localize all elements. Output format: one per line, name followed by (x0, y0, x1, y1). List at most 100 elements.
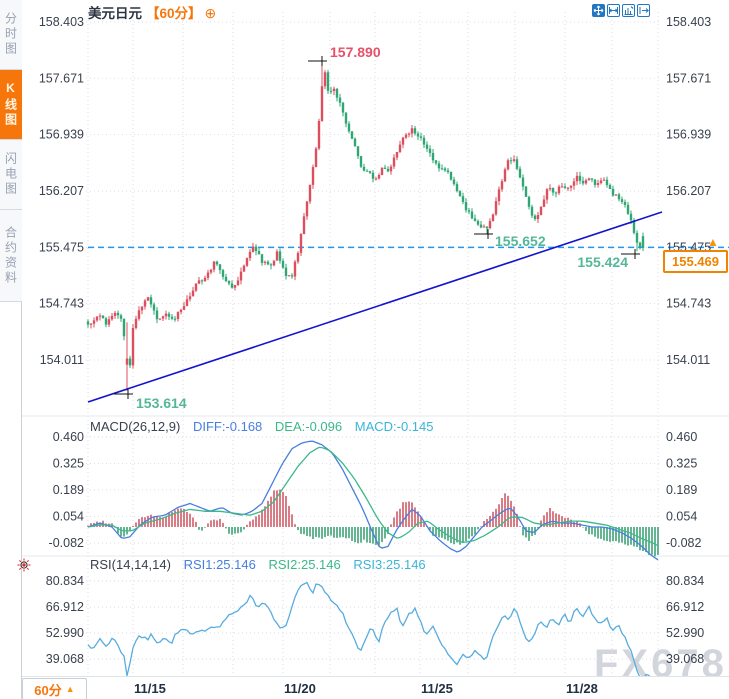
candle-body (482, 226, 486, 228)
macd-histogram-bar (243, 526, 245, 530)
candle-body (137, 310, 141, 319)
vertical-scale-icon[interactable] (622, 4, 635, 17)
candle-body (509, 160, 513, 162)
macd-histogram-bar (639, 526, 641, 551)
macd-histogram-bar (465, 526, 467, 542)
sidebar-tab-time-chart[interactable]: 分时图 (0, 0, 22, 70)
candle-body (287, 275, 291, 277)
period-selector[interactable]: 60分 ▲ (22, 678, 87, 699)
macd-histogram-bar (444, 526, 446, 540)
macd-histogram-bar (642, 526, 644, 552)
y-axis-tick-label: 157.671 (39, 71, 84, 85)
macd-histogram-bar (159, 517, 161, 527)
sidebar-tab-lightning-chart[interactable]: 闪电图 (0, 140, 22, 210)
macd-header: MACD(26,12,9) DIFF:-0.168 DEA:-0.096 MAC… (90, 419, 443, 434)
macd-histogram-bar (294, 524, 296, 527)
candle-body (272, 260, 276, 266)
macd-histogram-bar (225, 526, 227, 529)
current-price-value: 155.469 (672, 254, 719, 269)
price-up-arrow-icon: ▲ (707, 235, 719, 249)
macd-histogram-bar (402, 502, 404, 527)
macd-histogram-bar (615, 526, 617, 542)
candle-body (353, 138, 357, 147)
macd-histogram-bar (495, 508, 497, 527)
macd-histogram-bar (546, 512, 548, 527)
candle-body (182, 306, 186, 310)
candle-body (200, 280, 204, 282)
y-axis-tick-label: 80.834 (666, 574, 704, 588)
candle-body (524, 186, 528, 197)
candle-body (146, 297, 150, 301)
macd-histogram-bar (411, 502, 413, 527)
macd-histogram-bar (393, 517, 395, 527)
macd-histogram-bar (426, 526, 428, 527)
candle-body (356, 146, 360, 157)
candle-body (434, 160, 438, 164)
macd-histogram-bar (165, 516, 167, 527)
y-axis-tick-label: -0.082 (666, 536, 701, 550)
add-indicator-icon[interactable]: ⊕ (204, 5, 217, 21)
candle-body (254, 246, 258, 252)
macd-histogram-bar (447, 526, 449, 541)
macd-histogram-bar (564, 517, 566, 527)
candle-body (512, 159, 516, 161)
period-selector-label: 60分 (34, 682, 62, 698)
pan-tool-icon[interactable] (592, 4, 605, 17)
macd-histogram-bar (399, 508, 401, 527)
candle-body (557, 186, 561, 194)
candle-body (305, 201, 309, 217)
candle-body (488, 221, 492, 229)
macd-histogram-bar (528, 526, 530, 541)
macd-histogram-bar (231, 526, 233, 535)
candle-body (221, 270, 225, 277)
macd-histogram-bar (621, 526, 623, 543)
macd-histogram-bar (357, 526, 359, 544)
candle-body (113, 312, 117, 316)
macd-histogram-bar (228, 526, 230, 534)
y-axis-tick-label: 39.068 (46, 652, 84, 666)
candle-body (323, 72, 327, 87)
macd-histogram-bar (303, 526, 305, 535)
macd-histogram-bar (123, 526, 125, 537)
indicator-settings-icon[interactable] (17, 558, 31, 572)
macd-histogram-bar (396, 511, 398, 527)
rsi-params-label: RSI(14,14,14) (90, 557, 171, 572)
macd-histogram-bar (111, 523, 113, 527)
candle-body (398, 144, 402, 152)
macd-histogram-bar (618, 526, 620, 543)
candle-body (539, 206, 543, 215)
candle-body (365, 170, 369, 172)
macd-histogram-bar (249, 521, 251, 527)
macd-dea-line (87, 446, 659, 547)
macd-histogram-bar (255, 516, 257, 527)
macd-histogram-bar (510, 500, 512, 527)
macd-histogram-bar (90, 523, 92, 527)
candle-body (275, 251, 279, 261)
macd-histogram-bar (483, 521, 485, 527)
macd-histogram-bar (270, 496, 272, 527)
candle-body (314, 148, 318, 168)
macd-histogram-bar (558, 514, 560, 527)
sidebar-tab-candlestick-chart[interactable]: K线图 (0, 70, 22, 140)
macd-histogram-bar (450, 526, 452, 543)
candle-body (173, 318, 177, 320)
macd-histogram-bar (147, 515, 149, 527)
candle-body (485, 226, 489, 229)
macd-histogram-bar (258, 514, 260, 527)
macd-histogram-bar (186, 512, 188, 527)
sidebar-tab-contract-info[interactable]: 合约资料 (0, 210, 22, 302)
candle-body (377, 174, 381, 179)
candle-body (266, 261, 270, 265)
reset-view-icon[interactable] (637, 4, 650, 17)
horizontal-scale-icon[interactable] (607, 4, 620, 17)
macd-histogram-bar (498, 504, 500, 527)
candle-body (98, 315, 102, 317)
macd-histogram-bar (210, 520, 212, 527)
candle-body (194, 283, 198, 291)
macd-histogram-bar (453, 526, 455, 545)
macd-histogram-bar (138, 519, 140, 527)
y-axis-tick-label: 154.743 (666, 297, 711, 311)
macd-histogram-bar (588, 526, 590, 535)
candle-body (371, 172, 375, 179)
